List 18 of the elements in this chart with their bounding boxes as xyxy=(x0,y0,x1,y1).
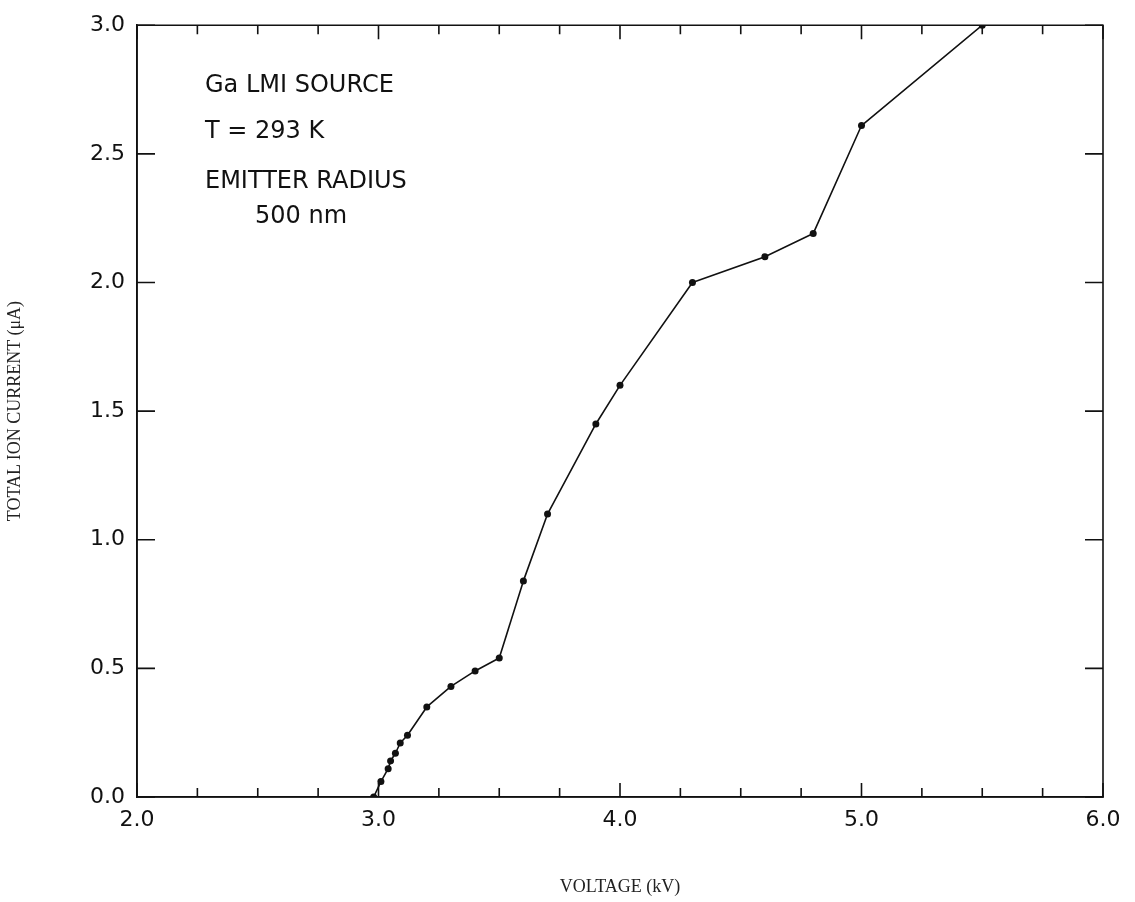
x-tick-label: 5.0 xyxy=(844,805,879,831)
y-tick-label: 3.0 xyxy=(90,10,125,36)
x-tick-label: 2.0 xyxy=(119,805,155,831)
x-tick-label: 4.0 xyxy=(602,805,638,831)
y-tick-label: 1.0 xyxy=(90,525,125,551)
y-tick-label: 0.0 xyxy=(90,782,125,808)
y-tick-label: 0.5 xyxy=(90,654,125,680)
y-tick-label: 2.5 xyxy=(90,139,125,165)
x-tick-label: 6.0 xyxy=(1085,805,1121,831)
x-axis-title: VOLTAGE (kV) xyxy=(559,875,681,897)
annotation: Ga LMI SOURCE xyxy=(205,70,394,99)
annotation: EMITTER RADIUS xyxy=(205,166,407,195)
annotation: T = 293 K xyxy=(204,116,326,145)
x-tick-label: 3.0 xyxy=(361,805,396,831)
y-axis-title: TOTAL ION CURRENT (μA) xyxy=(3,300,25,522)
y-tick-label: 2.0 xyxy=(90,268,125,294)
annotation: 500 nm xyxy=(255,201,348,230)
y-tick-label: 1.5 xyxy=(90,396,125,422)
